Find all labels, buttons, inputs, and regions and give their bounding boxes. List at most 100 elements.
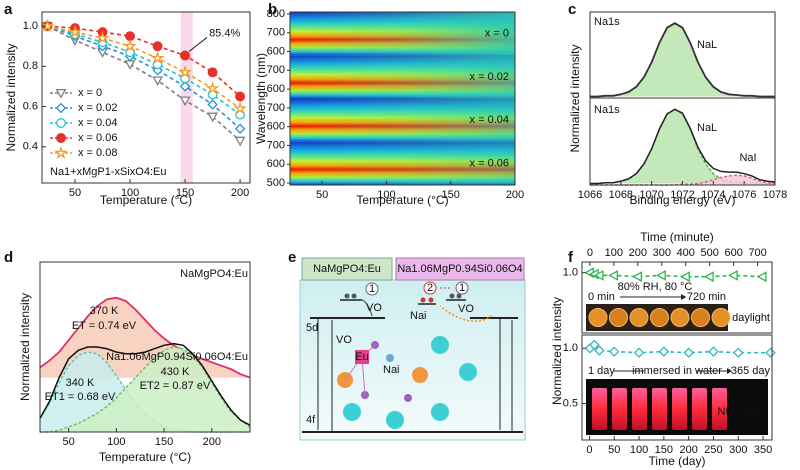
marker bbox=[704, 271, 714, 283]
strip-label: x = 0.06 bbox=[470, 157, 509, 169]
arrow-head bbox=[727, 368, 732, 374]
curve-label: ET2 = 0.87 eV bbox=[140, 380, 211, 392]
curve-label: ET = 0.74 eV bbox=[72, 320, 137, 332]
step-label: 2 bbox=[427, 282, 433, 294]
marker bbox=[765, 347, 776, 358]
y-tick-label: 1.0 bbox=[23, 20, 38, 32]
marker bbox=[207, 112, 219, 123]
marker bbox=[179, 81, 191, 92]
photo-sample bbox=[650, 308, 669, 327]
electron bbox=[449, 293, 455, 299]
fit-line bbox=[47, 25, 241, 98]
marker bbox=[40, 18, 55, 33]
marker bbox=[608, 346, 620, 357]
strip-label: x = 0.02 bbox=[470, 71, 509, 83]
x-tick-label: 50 bbox=[316, 189, 328, 201]
x-tick-label: 1066 bbox=[578, 189, 602, 201]
curve-label: NaI bbox=[739, 152, 756, 164]
photo-text: daylight bbox=[732, 312, 770, 324]
photo-sample bbox=[592, 388, 607, 430]
legend-label: x = 0.08 bbox=[78, 147, 117, 159]
level-label: 4f bbox=[306, 414, 316, 426]
marker bbox=[594, 345, 605, 356]
host-label: NaMgPO4:Eu bbox=[313, 263, 381, 275]
diagram-background bbox=[299, 279, 526, 441]
area bbox=[590, 23, 775, 97]
plot-frame bbox=[581, 334, 773, 441]
marker bbox=[207, 99, 218, 110]
x-axis-label: Time (minute) bbox=[640, 230, 714, 244]
photo-sample bbox=[588, 308, 608, 327]
atom bbox=[386, 411, 404, 429]
marker bbox=[733, 347, 744, 358]
crystal-structure: Eu bbox=[337, 336, 477, 429]
defect-label: Nai bbox=[410, 310, 427, 322]
marker bbox=[235, 91, 246, 102]
curve bbox=[40, 346, 251, 433]
y-axis-label: Normalized intensity bbox=[550, 297, 564, 405]
y-tick-label: 700 bbox=[267, 27, 285, 39]
panel-label: c bbox=[568, 1, 576, 18]
y-tick-label: 0.8 bbox=[23, 60, 38, 72]
area bbox=[40, 352, 250, 432]
legend-marker bbox=[56, 118, 66, 128]
x-tick-label: 50 bbox=[63, 436, 75, 448]
legend-marker bbox=[54, 145, 68, 160]
curve bbox=[590, 22, 775, 98]
plot-frame bbox=[41, 11, 251, 184]
photo-sample bbox=[632, 388, 647, 430]
atom bbox=[343, 403, 361, 421]
x-tick-label: 1070 bbox=[639, 189, 663, 201]
x-tick-label: 150 bbox=[176, 187, 194, 199]
marker bbox=[233, 101, 248, 115]
photo-sample bbox=[711, 308, 731, 327]
x-tick-label: 200 bbox=[679, 444, 697, 456]
x-axis-label: Temperature (°C) bbox=[100, 193, 192, 207]
x-tick-label: 0 bbox=[586, 444, 592, 456]
photo-sample bbox=[670, 308, 690, 327]
step-circle bbox=[455, 281, 469, 295]
x-tick-label: 350 bbox=[754, 444, 772, 456]
y-tick-label: 800 bbox=[267, 8, 285, 20]
x-tick-label: 50 bbox=[69, 187, 81, 199]
marker bbox=[150, 50, 165, 65]
x-tick-label: 1074 bbox=[701, 189, 725, 201]
photo-text: 720 min bbox=[687, 291, 726, 303]
x-tick-label: 300 bbox=[653, 247, 671, 259]
host-box bbox=[395, 257, 525, 281]
x-tick-label: 1076 bbox=[732, 189, 756, 201]
y-axis-label: Normalized intensity bbox=[4, 43, 18, 151]
fit-line bbox=[47, 25, 241, 130]
x-tick-label: 250 bbox=[704, 444, 722, 456]
x-tick-label: 1072 bbox=[670, 189, 694, 201]
heat-fade bbox=[290, 12, 515, 56]
photo-text: 1 day bbox=[588, 365, 615, 377]
annotation-arrow bbox=[188, 37, 208, 52]
defect-label: VO bbox=[458, 303, 474, 315]
x-axis-label: Time (day) bbox=[649, 454, 706, 468]
atom bbox=[386, 354, 394, 362]
x-axis-label: Temperature (°C) bbox=[99, 450, 191, 464]
fit-line bbox=[47, 25, 241, 110]
x-tick-label: 100 bbox=[121, 187, 139, 199]
arrow bbox=[361, 299, 373, 317]
atom bbox=[404, 394, 412, 402]
eu-site bbox=[355, 350, 369, 364]
panel-label: b bbox=[268, 1, 277, 18]
curve-label: 430 K bbox=[161, 366, 190, 378]
legend-label: x = 0.04 bbox=[78, 117, 117, 129]
x-tick-label: 150 bbox=[655, 444, 673, 456]
photo-sample bbox=[692, 388, 707, 430]
defect-label: VO bbox=[336, 334, 352, 346]
x-axis-label: Temperature (°C) bbox=[356, 193, 448, 207]
photo-sample bbox=[672, 388, 687, 430]
curve-label: NaL bbox=[697, 122, 717, 134]
fit-line bbox=[47, 25, 241, 116]
x-tick-label: 400 bbox=[677, 247, 695, 259]
photo-sample bbox=[612, 388, 627, 430]
y-tick-label: 0.4 bbox=[23, 141, 38, 153]
marker bbox=[633, 347, 645, 358]
defect-label: VO bbox=[366, 302, 382, 314]
curve-label: 370 K bbox=[90, 305, 119, 317]
x-tick-label: 100 bbox=[630, 444, 648, 456]
